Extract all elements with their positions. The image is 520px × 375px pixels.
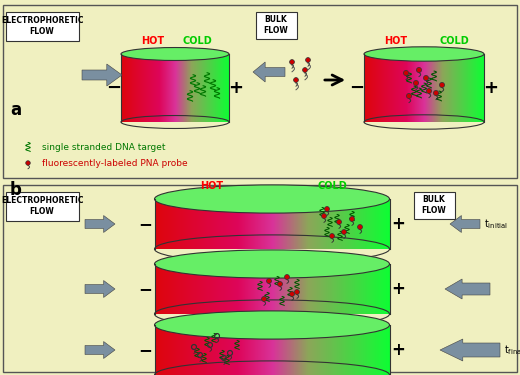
- Circle shape: [267, 279, 271, 284]
- Polygon shape: [450, 216, 480, 232]
- Text: BULK
FLOW: BULK FLOW: [422, 195, 446, 215]
- Text: fluorescently-labeled PNA probe: fluorescently-labeled PNA probe: [42, 159, 188, 168]
- Text: b: b: [10, 181, 22, 199]
- Circle shape: [439, 82, 445, 87]
- Text: +: +: [392, 280, 406, 298]
- Text: COLD: COLD: [317, 181, 347, 191]
- Text: t$_{\rm initial}$: t$_{\rm initial}$: [484, 217, 508, 231]
- Circle shape: [321, 213, 327, 219]
- Text: +: +: [484, 79, 499, 97]
- Text: BULK
FLOW: BULK FLOW: [264, 15, 289, 35]
- Circle shape: [294, 290, 300, 294]
- Circle shape: [417, 68, 422, 72]
- Text: −: −: [138, 341, 152, 359]
- Ellipse shape: [121, 48, 229, 60]
- Text: ELECTROPHORETIC
FLOW: ELECTROPHORETIC FLOW: [1, 196, 83, 216]
- Polygon shape: [253, 62, 285, 82]
- Text: +: +: [228, 79, 243, 97]
- Ellipse shape: [154, 185, 389, 213]
- Circle shape: [290, 291, 294, 297]
- Circle shape: [303, 68, 307, 72]
- FancyBboxPatch shape: [255, 12, 296, 39]
- Polygon shape: [440, 339, 500, 361]
- Circle shape: [434, 90, 438, 96]
- Text: −: −: [107, 79, 122, 97]
- Circle shape: [294, 78, 298, 82]
- Text: a: a: [10, 101, 21, 119]
- Ellipse shape: [364, 47, 484, 61]
- Circle shape: [423, 75, 428, 81]
- Circle shape: [404, 70, 409, 75]
- Circle shape: [26, 161, 30, 165]
- Circle shape: [284, 274, 290, 279]
- Text: −: −: [138, 280, 152, 298]
- Ellipse shape: [154, 311, 389, 339]
- Polygon shape: [85, 216, 115, 232]
- FancyBboxPatch shape: [413, 192, 454, 219]
- Text: HOT: HOT: [141, 36, 164, 46]
- Circle shape: [358, 225, 362, 230]
- Text: ELECTROPHORETIC
FLOW: ELECTROPHORETIC FLOW: [1, 16, 83, 36]
- Circle shape: [342, 230, 346, 234]
- Text: single stranded DNA target: single stranded DNA target: [42, 142, 165, 152]
- Circle shape: [330, 234, 334, 238]
- Ellipse shape: [154, 250, 389, 278]
- Polygon shape: [85, 342, 115, 358]
- Text: +: +: [392, 215, 406, 233]
- Text: HOT: HOT: [384, 36, 408, 46]
- Circle shape: [324, 207, 330, 212]
- Circle shape: [407, 93, 411, 99]
- Polygon shape: [82, 64, 122, 86]
- Text: t$_{\rm final}$: t$_{\rm final}$: [504, 343, 520, 357]
- Circle shape: [262, 297, 266, 302]
- Circle shape: [426, 88, 432, 93]
- Text: COLD: COLD: [182, 36, 212, 46]
- Circle shape: [278, 282, 282, 286]
- Polygon shape: [85, 280, 115, 297]
- Text: −: −: [349, 79, 365, 97]
- Text: +: +: [392, 341, 406, 359]
- Circle shape: [336, 219, 342, 225]
- Text: HOT: HOT: [200, 181, 224, 191]
- Polygon shape: [445, 279, 490, 299]
- Text: COLD: COLD: [439, 36, 469, 46]
- Bar: [3, 5, 517, 178]
- Circle shape: [349, 216, 355, 222]
- FancyBboxPatch shape: [6, 192, 79, 220]
- Text: −: −: [138, 215, 152, 233]
- Circle shape: [413, 81, 419, 86]
- Circle shape: [290, 60, 294, 64]
- Circle shape: [306, 58, 310, 62]
- FancyBboxPatch shape: [6, 12, 79, 40]
- Bar: [3, 185, 517, 372]
